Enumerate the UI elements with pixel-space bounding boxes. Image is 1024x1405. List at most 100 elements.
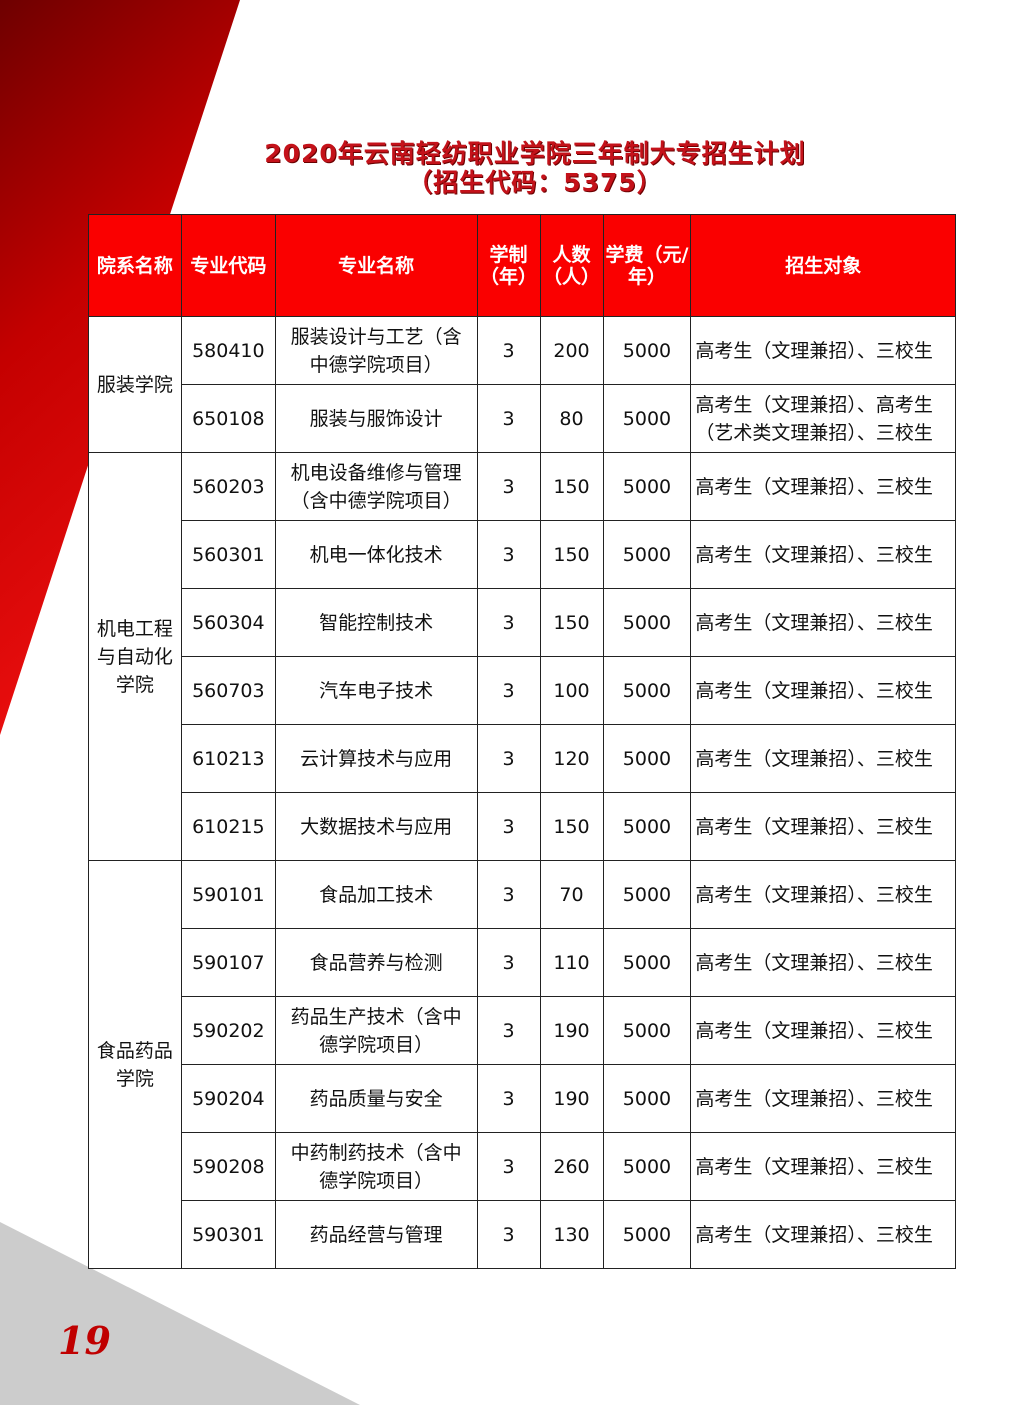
column-header: 人数（人） — [539, 214, 604, 317]
name-cell: 大数据技术与应用 — [274, 792, 478, 861]
department-cell: 服装学院 — [88, 316, 182, 453]
count-cell: 110 — [539, 928, 604, 997]
fee-cell: 5000 — [602, 860, 692, 929]
department-cell: 食品药品学院 — [88, 860, 182, 1269]
name-cell: 机电设备维修与管理（含中德学院项目） — [274, 452, 478, 521]
table-row: 590204 药品质量与安全 3 190 5000 高考生（文理兼招）、三校生 — [89, 1064, 956, 1133]
target-cell: 高考生（文理兼招）、三校生 — [690, 1064, 956, 1133]
target-cell: 高考生（文理兼招）、三校生 — [690, 520, 956, 589]
code-cell: 590301 — [180, 1200, 276, 1269]
name-cell: 食品加工技术 — [274, 860, 478, 929]
code-cell: 610213 — [180, 724, 276, 793]
column-header: 招生对象 — [690, 214, 956, 317]
name-cell: 药品质量与安全 — [274, 1064, 478, 1133]
table-row: 590107 食品营养与检测 3 110 5000 高考生（文理兼招）、三校生 — [89, 928, 956, 997]
target-cell: 高考生（文理兼招）、三校生 — [690, 860, 956, 929]
count-cell: 130 — [539, 1200, 604, 1269]
years-cell: 3 — [476, 860, 541, 929]
count-cell: 80 — [539, 384, 604, 453]
count-cell: 190 — [539, 996, 604, 1065]
table-row: 服装学院 580410 服装设计与工艺（含中德学院项目） 3 200 5000 高考生（文理… — [88, 316, 956, 453]
name-cell: 服装与服饰设计 — [274, 384, 478, 453]
column-header: 院系名称 — [88, 214, 182, 317]
years-cell: 3 — [476, 1064, 541, 1133]
fee-cell: 5000 — [602, 316, 692, 385]
department-cell: 机电工程与自动化学院 — [88, 452, 182, 861]
table-row: 610215 大数据技术与应用 3 150 5000 高考生（文理兼招）、三校生 — [89, 792, 956, 861]
code-cell: 580410 — [180, 316, 276, 385]
count-cell: 150 — [539, 588, 604, 657]
fee-cell: 5000 — [602, 1132, 692, 1201]
fee-cell: 5000 — [602, 1200, 692, 1269]
name-cell: 云计算技术与应用 — [274, 724, 478, 793]
fee-cell: 5000 — [602, 996, 692, 1065]
table-header-row: 院系名称 专业代码 专业名称 学制（年） 人数（人） 学费（元/年） 招生对象 — [88, 214, 956, 317]
column-header: 学费（元/年） — [602, 214, 692, 317]
page-subtitle: （招生代码：5375） — [407, 168, 663, 197]
enrollment-table: 院系名称 专业代码 专业名称 学制（年） 人数（人） 学费（元/年） 招生对象 服装学院 58… — [88, 214, 956, 1269]
fee-cell: 5000 — [602, 792, 692, 861]
count-cell: 190 — [539, 1064, 604, 1133]
table-row: 食品药品学院 590101 食品加工技术 3 70 5000 高考生（文理兼招）、三校生 — [88, 860, 956, 1269]
table-row: 610213 云计算技术与应用 3 120 5000 高考生（文理兼招）、三校生 — [89, 724, 956, 793]
code-cell: 560703 — [180, 656, 276, 725]
years-cell: 3 — [476, 724, 541, 793]
years-cell: 3 — [476, 996, 541, 1065]
table-row: 590202 药品生产技术（含中德学院项目） 3 190 5000 高考生（文理兼招）、三… — [89, 996, 956, 1065]
fee-cell: 5000 — [602, 1064, 692, 1133]
target-cell: 高考生（文理兼招）、高考生（艺术类文理兼招）、三校生 — [690, 384, 956, 453]
table-row: 590301 药品经营与管理 3 130 5000 高考生（文理兼招）、三校生 — [89, 1200, 956, 1269]
code-cell: 590208 — [180, 1132, 276, 1201]
table-row: 560301 机电一体化技术 3 150 5000 高考生（文理兼招）、三校生 — [89, 520, 956, 589]
target-cell: 高考生（文理兼招）、三校生 — [690, 724, 956, 793]
count-cell: 100 — [539, 656, 604, 725]
name-cell: 服装设计与工艺（含中德学院项目） — [274, 316, 478, 385]
count-cell: 200 — [539, 316, 604, 385]
years-cell: 3 — [476, 656, 541, 725]
code-cell: 560203 — [180, 452, 276, 521]
fee-cell: 5000 — [602, 928, 692, 997]
code-cell: 560304 — [180, 588, 276, 657]
years-cell: 3 — [476, 1132, 541, 1201]
code-cell: 590202 — [180, 996, 276, 1065]
fee-cell: 5000 — [602, 384, 692, 453]
target-cell: 高考生（文理兼招）、三校生 — [690, 316, 956, 385]
column-header: 专业代码 — [180, 214, 276, 317]
years-cell: 3 — [476, 1200, 541, 1269]
target-cell: 高考生（文理兼招）、三校生 — [690, 588, 956, 657]
fee-cell: 5000 — [602, 588, 692, 657]
count-cell: 150 — [539, 452, 604, 521]
target-cell: 高考生（文理兼招）、三校生 — [690, 792, 956, 861]
code-cell: 650108 — [180, 384, 276, 453]
years-cell: 3 — [476, 452, 541, 521]
table-row: 560304 智能控制技术 3 150 5000 高考生（文理兼招）、三校生 — [89, 588, 956, 657]
years-cell: 3 — [476, 928, 541, 997]
count-cell: 260 — [539, 1132, 604, 1201]
fee-cell: 5000 — [602, 452, 692, 521]
code-cell: 560301 — [180, 520, 276, 589]
target-cell: 高考生（文理兼招）、三校生 — [690, 1132, 956, 1201]
name-cell: 药品生产技术（含中德学院项目） — [274, 996, 478, 1065]
name-cell: 汽车电子技术 — [274, 656, 478, 725]
count-cell: 70 — [539, 860, 604, 929]
count-cell: 120 — [539, 724, 604, 793]
target-cell: 高考生（文理兼招）、三校生 — [690, 996, 956, 1065]
page-number: 19 — [58, 1318, 111, 1363]
name-cell: 食品营养与检测 — [274, 928, 478, 997]
code-cell: 610215 — [180, 792, 276, 861]
target-cell: 高考生（文理兼招）、三校生 — [690, 452, 956, 521]
code-cell: 590204 — [180, 1064, 276, 1133]
name-cell: 智能控制技术 — [274, 588, 478, 657]
fee-cell: 5000 — [602, 724, 692, 793]
target-cell: 高考生（文理兼招）、三校生 — [690, 1200, 956, 1269]
column-header: 专业名称 — [274, 214, 478, 317]
name-cell: 机电一体化技术 — [274, 520, 478, 589]
target-cell: 高考生（文理兼招）、三校生 — [690, 928, 956, 997]
page-title: 2020年云南轻纺职业学院三年制大专招生计划 — [264, 139, 806, 168]
code-cell: 590107 — [180, 928, 276, 997]
count-cell: 150 — [539, 520, 604, 589]
years-cell: 3 — [476, 792, 541, 861]
years-cell: 3 — [476, 384, 541, 453]
table-row: 650108 服装与服饰设计 3 80 5000 高考生（文理兼招）、高考生（艺术类文理兼… — [89, 384, 956, 453]
years-cell: 3 — [476, 520, 541, 589]
